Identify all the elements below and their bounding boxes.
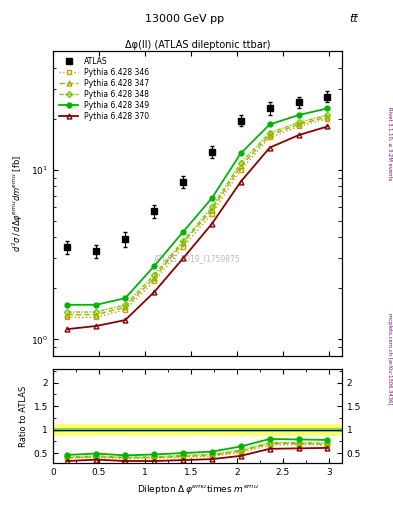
Pythia 6.428 347 — [209, 207, 214, 213]
Pythia 6.428 346 — [123, 307, 128, 313]
Legend: ATLAS, Pythia 6.428 346, Pythia 6.428 347, Pythia 6.428 348, Pythia 6.428 349, P: ATLAS, Pythia 6.428 346, Pythia 6.428 34… — [57, 55, 152, 123]
Pythia 6.428 370 — [152, 289, 156, 295]
Text: mcplots.cern.ch [arXiv:1306.3436]: mcplots.cern.ch [arXiv:1306.3436] — [387, 313, 392, 404]
Line: Pythia 6.428 348: Pythia 6.428 348 — [65, 113, 329, 314]
Pythia 6.428 346 — [296, 123, 301, 130]
Pythia 6.428 346 — [267, 135, 272, 141]
Pythia 6.428 349 — [94, 302, 99, 308]
Pythia 6.428 349 — [267, 121, 272, 127]
Pythia 6.428 370 — [325, 123, 330, 130]
Pythia 6.428 370 — [65, 326, 70, 332]
Pythia 6.428 346 — [152, 278, 156, 284]
Pythia 6.428 349 — [181, 229, 185, 235]
Pythia 6.428 347 — [239, 163, 243, 169]
Pythia 6.428 348 — [181, 238, 185, 244]
Title: Δφ(ll) (ATLAS dileptonic ttbar): Δφ(ll) (ATLAS dileptonic ttbar) — [125, 40, 270, 50]
Pythia 6.428 370 — [296, 132, 301, 138]
Pythia 6.428 347 — [123, 304, 128, 310]
Bar — [53, 429, 342, 432]
Pythia 6.428 347 — [65, 311, 70, 317]
Line: Pythia 6.428 349: Pythia 6.428 349 — [65, 106, 330, 307]
Pythia 6.428 349 — [325, 105, 330, 112]
Pythia 6.428 348 — [296, 119, 301, 125]
Pythia 6.428 347 — [325, 114, 330, 120]
Pythia 6.428 370 — [209, 221, 214, 227]
Pythia 6.428 348 — [65, 309, 70, 315]
Pythia 6.428 347 — [296, 121, 301, 127]
Pythia 6.428 349 — [239, 150, 243, 156]
Line: Pythia 6.428 347: Pythia 6.428 347 — [65, 115, 330, 317]
Pythia 6.428 346 — [325, 116, 330, 122]
Pythia 6.428 370 — [123, 317, 128, 323]
Pythia 6.428 346 — [181, 244, 185, 250]
Pythia 6.428 348 — [239, 160, 243, 166]
Pythia 6.428 347 — [94, 311, 99, 317]
Pythia 6.428 347 — [181, 240, 185, 246]
Pythia 6.428 370 — [181, 255, 185, 262]
Bar — [53, 424, 342, 436]
X-axis label: Dilepton $\Delta\,\varphi^{emu}$times $m^{emu}$: Dilepton $\Delta\,\varphi^{emu}$times $m… — [137, 483, 258, 496]
Pythia 6.428 370 — [94, 323, 99, 329]
Pythia 6.428 348 — [267, 130, 272, 136]
Pythia 6.428 347 — [152, 275, 156, 281]
Y-axis label: $d^2\sigma\,/\,d\Delta\varphi^{emu}dm^{emu}$ [fb]: $d^2\sigma\,/\,d\Delta\varphi^{emu}dm^{e… — [11, 155, 26, 252]
Pythia 6.428 370 — [239, 179, 243, 185]
Text: tt̅: tt̅ — [349, 14, 358, 25]
Pythia 6.428 347 — [267, 132, 272, 138]
Y-axis label: Ratio to ATLAS: Ratio to ATLAS — [19, 386, 28, 446]
Pythia 6.428 348 — [209, 204, 214, 210]
Text: 13000 GeV pp: 13000 GeV pp — [145, 14, 224, 25]
Pythia 6.428 370 — [267, 144, 272, 151]
Pythia 6.428 346 — [239, 167, 243, 173]
Pythia 6.428 349 — [65, 302, 70, 308]
Pythia 6.428 346 — [209, 211, 214, 217]
Pythia 6.428 348 — [94, 309, 99, 315]
Pythia 6.428 349 — [123, 295, 128, 301]
Text: ATLAS_2019_I1759875: ATLAS_2019_I1759875 — [154, 254, 241, 263]
Pythia 6.428 349 — [152, 263, 156, 269]
Pythia 6.428 348 — [123, 302, 128, 308]
Pythia 6.428 349 — [209, 195, 214, 201]
Pythia 6.428 346 — [65, 314, 70, 321]
Pythia 6.428 346 — [94, 314, 99, 321]
Text: Rivet 3.1.10, ≥ 3.2M events: Rivet 3.1.10, ≥ 3.2M events — [387, 106, 392, 180]
Line: Pythia 6.428 370: Pythia 6.428 370 — [65, 124, 330, 332]
Pythia 6.428 348 — [325, 112, 330, 118]
Pythia 6.428 349 — [296, 112, 301, 118]
Line: Pythia 6.428 346: Pythia 6.428 346 — [65, 116, 330, 319]
Pythia 6.428 348 — [152, 272, 156, 278]
